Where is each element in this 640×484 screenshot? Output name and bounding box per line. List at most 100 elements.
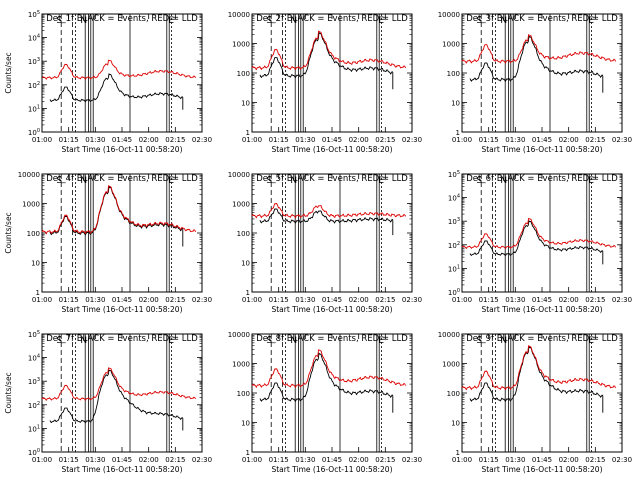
series-lld-line (461, 33, 617, 64)
marker-label: S (266, 16, 272, 26)
y-tick-label: 1000 (232, 41, 250, 49)
x-tick-label: 01:45 (112, 456, 132, 464)
x-tick-label: 02:30 (192, 456, 212, 464)
plot-frame (461, 173, 623, 293)
x-tick-label: 02:00 (349, 456, 369, 464)
series-lld-line (41, 59, 196, 80)
y-tick-label: 103 (28, 57, 40, 66)
plot-frame (251, 173, 413, 293)
y-tick-label: 104 (448, 194, 460, 203)
y-tick-label: 100 (447, 390, 460, 398)
y-tick-label: 1 (36, 289, 40, 297)
marker-label: N (500, 336, 507, 346)
marker-label: S (476, 336, 482, 346)
marker-label: S (56, 16, 62, 26)
x-tick-label: 01:15 (269, 456, 289, 464)
x-tick-label: 01:00 (32, 456, 52, 464)
x-axis-label: Start Time (16-Oct-11 00:58:20) (481, 305, 602, 314)
marker-label: N (500, 16, 507, 26)
x-tick-label: 01:00 (452, 136, 472, 144)
marker-label: S (476, 176, 482, 186)
y-tick-label: 100 (28, 448, 40, 457)
y-tick-label: 102 (448, 241, 460, 250)
y-tick-label: 100 (27, 230, 40, 238)
y-tick-label: 1000 (442, 41, 460, 49)
x-tick-label: 01:45 (322, 456, 342, 464)
x-tick-label: 01:45 (532, 456, 552, 464)
y-tick-label: 1 (246, 129, 250, 137)
marker-label: N (500, 176, 507, 186)
series-lld-line (251, 349, 407, 389)
series-lld-line (251, 202, 406, 219)
y-tick-label: 104 (28, 34, 40, 43)
marker-label: S (476, 16, 482, 26)
x-tick-label: 01:30 (505, 296, 525, 304)
y-tick-label: 100 (237, 230, 250, 238)
x-tick-label: 02:30 (612, 296, 632, 304)
y-tick-label: 100 (447, 70, 460, 78)
series-events-line (49, 369, 184, 424)
y-tick-label: 1 (456, 449, 460, 457)
series-events-line (49, 73, 184, 103)
x-tick-label: 01:15 (479, 136, 499, 144)
x-tick-label: 01:45 (532, 136, 552, 144)
x-tick-label: 01:30 (85, 296, 105, 304)
y-tick-label: 102 (28, 81, 40, 90)
y-tick-label: 101 (28, 104, 40, 113)
x-tick-label: 01:45 (112, 136, 132, 144)
y-tick-label: 1 (456, 129, 460, 137)
x-axis-label: Start Time (16-Oct-11 00:58:20) (61, 465, 182, 474)
x-tick-label: 02:15 (585, 296, 605, 304)
x-tick-label: 01:30 (505, 456, 525, 464)
plot-frame (461, 13, 623, 133)
y-tick-label: 103 (448, 217, 460, 226)
x-tick-label: 02:15 (585, 136, 605, 144)
x-tick-label: 02:00 (349, 136, 369, 144)
x-tick-label: 01:00 (242, 136, 262, 144)
x-axis-label: Start Time (16-Oct-11 00:58:20) (61, 305, 182, 314)
x-tick-label: 02:30 (402, 456, 422, 464)
x-tick-label: 02:15 (375, 136, 395, 144)
x-tick-label: 01:15 (59, 136, 79, 144)
series-lld-line (251, 30, 407, 71)
y-tick-label: 10 (31, 260, 40, 268)
marker-label: E (378, 176, 384, 186)
y-tick-label: 100 (28, 128, 40, 137)
marker-label: N (80, 336, 87, 346)
x-tick-label: 01:30 (85, 136, 105, 144)
y-tick-label: 10 (241, 260, 250, 268)
y-tick-label: 1 (246, 289, 250, 297)
x-axis-label: Start Time (16-Oct-11 00:58:20) (61, 145, 182, 154)
x-tick-label: 02:00 (139, 296, 159, 304)
x-axis-label: Start Time (16-Oct-11 00:58:20) (271, 305, 392, 314)
plot-frame (251, 333, 413, 453)
x-tick-label: 02:00 (559, 456, 579, 464)
marker-label: S (56, 176, 62, 186)
marker-label: S (56, 336, 62, 346)
y-tick-label: 10 (451, 100, 460, 108)
x-tick-label: 01:15 (59, 296, 79, 304)
y-tick-label: 10000 (228, 171, 250, 179)
x-tick-label: 02:15 (375, 456, 395, 464)
y-tick-label: 10000 (438, 331, 460, 339)
x-tick-label: 01:45 (112, 296, 132, 304)
x-axis-label: Start Time (16-Oct-11 00:58:20) (481, 145, 602, 154)
series-lld-line (41, 367, 196, 401)
marker-label: S (266, 336, 272, 346)
y-tick-label: 103 (28, 377, 40, 386)
series-lld-line (461, 217, 616, 250)
marker-label: E (168, 336, 174, 346)
y-tick-label: 10 (451, 420, 460, 428)
x-tick-label: 01:00 (32, 136, 52, 144)
marker-label: E (168, 176, 174, 186)
marker-label: E (378, 16, 384, 26)
y-tick-label: 10000 (438, 11, 460, 19)
